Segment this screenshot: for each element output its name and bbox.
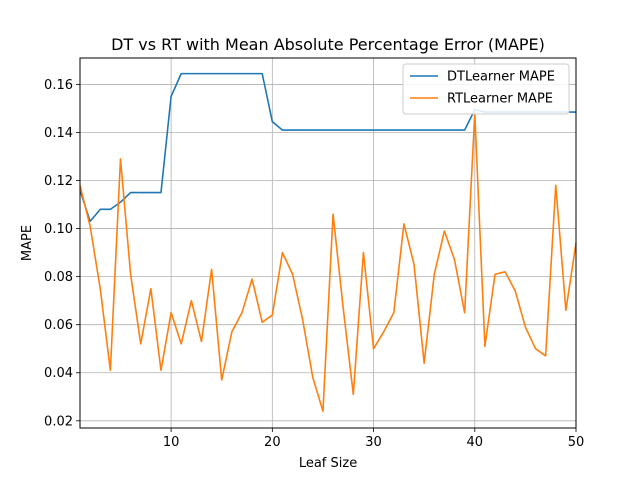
y-tick-label: 0.02: [44, 414, 73, 429]
y-tick-label: 0.12: [44, 174, 73, 189]
y-axis-label: MAPE: [20, 225, 35, 261]
axis-ticks: 10 20 30 40 50 0.02 0.04 0.06 0.08 0.10 0.12 0.14 0.…: [44, 78, 584, 450]
plot-frame: [79, 57, 577, 429]
x-tick-label: 10: [163, 435, 180, 450]
legend-label: DTLearner MAPE: [447, 70, 555, 85]
legend-label: RTLearner MAPE: [447, 92, 553, 107]
y-tick-label: 0.08: [44, 270, 73, 285]
y-tick-label: 0.14: [44, 126, 73, 141]
x-axis-label: Leaf Size: [299, 456, 357, 471]
grid: [80, 58, 577, 428]
chart-title: DT vs RT with Mean Absolute Percentage E…: [111, 35, 545, 54]
y-tick-label: 0.10: [44, 222, 73, 237]
legend: DTLearner MAPE RTLearner MAPE: [402, 63, 570, 115]
x-tick-label: 30: [365, 435, 382, 450]
x-tick-label: 20: [264, 435, 281, 450]
x-tick-label: 50: [568, 435, 585, 450]
series-line-rtlearner: [79, 112, 577, 412]
y-tick-label: 0.16: [44, 78, 73, 93]
legend-box: [402, 63, 570, 115]
x-tick-label: 40: [467, 435, 484, 450]
y-tick-label: 0.04: [44, 366, 73, 381]
y-tick-label: 0.06: [44, 318, 73, 333]
